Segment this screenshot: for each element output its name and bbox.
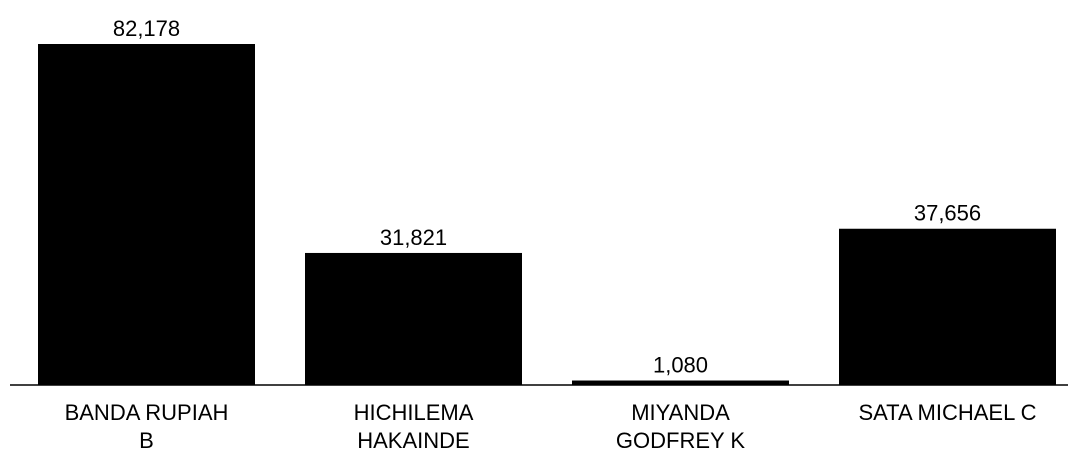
value-label-hichilema-hakainde: 31,821 (380, 225, 447, 250)
category-label-hichilema-hakainde: HICHILEMA HAKAINDE (354, 400, 474, 453)
category-label-line: HICHILEMA (354, 400, 474, 425)
category-labels-group: BANDA RUPIAH B HICHILEMA HAKAINDE MIYANDA GOD… (65, 400, 1037, 453)
value-labels-group: 82,178 31,821 1,080 37,656 (113, 16, 981, 378)
category-label-line: MIYANDA (631, 400, 730, 425)
bar-banda-rupiah-b (38, 44, 255, 385)
value-label-banda-rupiah-b: 82,178 (113, 16, 180, 41)
category-label-line: BANDA RUPIAH (65, 400, 229, 425)
category-label-line: B (139, 428, 154, 453)
category-label-line: SATA MICHAEL C (858, 400, 1036, 425)
category-label-line: HAKAINDE (357, 428, 469, 453)
value-label-miyanda-godfrey-k: 1,080 (653, 353, 708, 378)
bar-sata-michael-c (839, 228, 1056, 385)
category-label-sata-michael-c: SATA MICHAEL C (858, 400, 1036, 425)
bars-group (38, 44, 1056, 385)
category-label-miyanda-godfrey-k: MIYANDA GODFREY K (616, 400, 746, 453)
category-label-banda-rupiah-b: BANDA RUPIAH B (65, 400, 229, 453)
value-label-sata-michael-c: 37,656 (914, 201, 981, 226)
bar-hichilema-hakainde (305, 252, 522, 385)
bar-miyanda-godfrey-k (572, 380, 789, 385)
category-label-line: GODFREY K (616, 428, 746, 453)
